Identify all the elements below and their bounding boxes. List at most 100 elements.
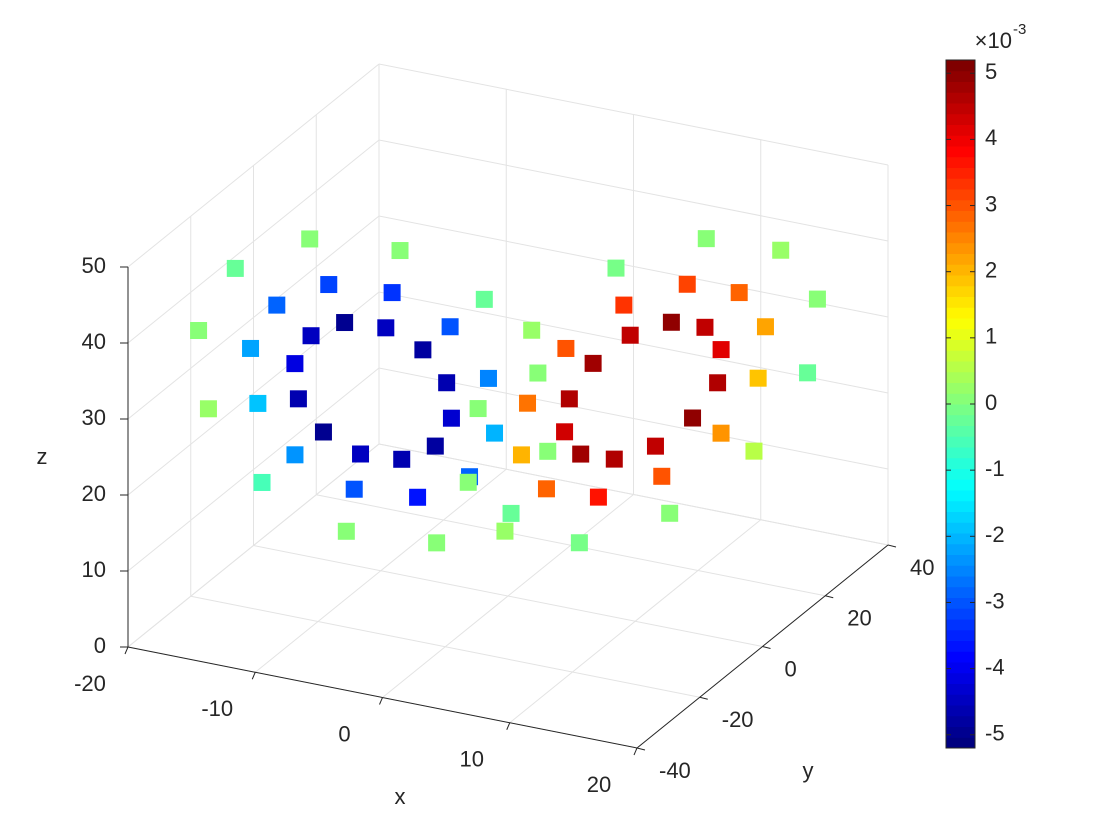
colorbar-step — [946, 737, 975, 749]
point — [391, 242, 409, 260]
point — [352, 445, 370, 463]
y-tick — [887, 544, 897, 548]
point — [242, 339, 260, 357]
point — [414, 341, 432, 359]
point — [730, 284, 748, 302]
point — [249, 394, 267, 412]
point — [756, 318, 774, 336]
colorbar-step — [946, 436, 975, 448]
x-tick — [506, 722, 511, 730]
colorbar-step — [946, 371, 975, 383]
point — [289, 390, 307, 408]
y-tick-label: 40 — [910, 555, 934, 580]
point — [697, 230, 715, 248]
point — [560, 390, 578, 408]
grid-line — [378, 443, 889, 546]
y-axis-label: y — [803, 758, 814, 783]
axes: -20 -10 0 10 20 -40 -20 0 20 40 0 10 20 30 40 50 — [74, 253, 934, 797]
point — [570, 534, 588, 552]
colorbar-step — [946, 70, 975, 82]
point — [529, 364, 547, 382]
point — [712, 341, 730, 359]
colorbar-tick-label: 0 — [985, 390, 997, 415]
colorbar-step — [946, 393, 975, 405]
colorbar-tick-label: -4 — [985, 654, 1005, 679]
colorbar-step — [946, 92, 975, 104]
colorbar-step — [946, 447, 975, 459]
grid-line — [127, 443, 380, 648]
x-tick-label: 0 — [338, 721, 350, 746]
point — [502, 504, 520, 522]
point — [302, 327, 320, 345]
colorbar-step — [946, 576, 975, 588]
point — [479, 369, 497, 387]
grid-line — [378, 63, 889, 166]
point — [537, 480, 555, 498]
colorbar-step — [946, 662, 975, 674]
x-tick — [379, 697, 383, 705]
point — [475, 290, 493, 308]
colorbar-step — [946, 726, 975, 738]
point — [438, 374, 456, 392]
grid-line — [127, 139, 380, 344]
colorbar-step — [946, 242, 975, 254]
y-tick — [825, 595, 834, 599]
point — [442, 409, 460, 427]
y-tick — [636, 747, 646, 751]
colorbar-step — [946, 705, 975, 717]
colorbar-step — [946, 694, 975, 706]
colorbar: -5 -4 -3 -2 -1 0 1 2 3 4 5 — [945, 59, 1005, 749]
z-tick-label: 10 — [82, 557, 106, 582]
point — [745, 442, 763, 460]
point — [426, 437, 444, 455]
colorbar-step — [946, 651, 975, 663]
colorbar-step — [946, 135, 975, 147]
point — [268, 296, 286, 314]
y-tick — [762, 646, 771, 649]
colorbar-tick-label: -2 — [985, 522, 1005, 547]
colorbar-step — [946, 124, 975, 136]
grid-line — [378, 367, 889, 470]
points — [190, 230, 826, 552]
colorbar-tick-label: -5 — [985, 721, 1005, 746]
colorbar-step — [946, 167, 975, 179]
point — [572, 445, 590, 463]
x-tick-label: -20 — [74, 671, 106, 696]
y-tick — [699, 696, 708, 700]
point — [684, 409, 702, 427]
point — [621, 326, 639, 344]
point — [337, 522, 355, 540]
grid-line — [253, 545, 763, 647]
point — [539, 442, 557, 460]
point — [190, 322, 208, 340]
point — [459, 473, 477, 491]
colorbar-step — [946, 457, 975, 469]
point — [808, 290, 826, 308]
x-axis-label: x — [395, 784, 406, 809]
z-tick-label: 50 — [82, 253, 106, 278]
colorbar-step — [946, 683, 975, 695]
point — [678, 275, 696, 293]
colorbar-step — [946, 146, 975, 158]
point — [662, 313, 680, 331]
colorbar-step — [946, 715, 975, 727]
colorbar-step — [946, 640, 975, 652]
colorbar-tick-label: 5 — [985, 59, 997, 84]
point — [661, 504, 679, 522]
point — [441, 318, 459, 336]
point — [523, 321, 541, 339]
point — [286, 355, 304, 373]
colorbar-step — [946, 253, 975, 265]
point — [428, 534, 446, 552]
colorbar-step — [946, 361, 975, 373]
point — [226, 259, 244, 277]
colorbar-step — [946, 586, 975, 598]
point — [749, 369, 767, 387]
y-tick-label: -20 — [722, 707, 754, 732]
colorbar-exponent: -3 — [1013, 21, 1026, 38]
point — [253, 473, 271, 491]
point — [336, 314, 354, 332]
point — [607, 259, 625, 277]
point — [653, 467, 671, 485]
y-tick-label: -40 — [659, 758, 691, 783]
